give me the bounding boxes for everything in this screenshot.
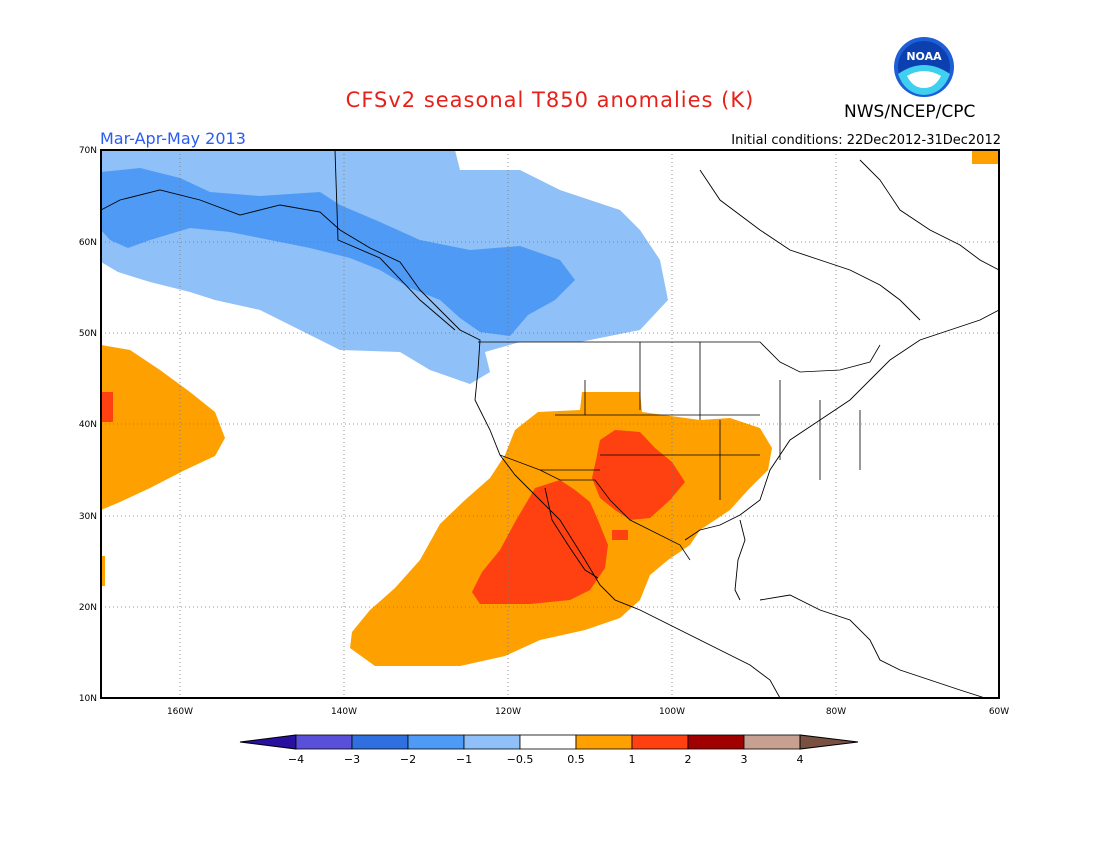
colorbar-lower-extension: [239, 734, 297, 750]
colorbar-label: −1: [456, 753, 472, 766]
negative-anomaly-region: [101, 150, 668, 384]
colorbar-label: 1: [629, 753, 636, 766]
country-borders: [478, 341, 881, 561]
season-label: Mar-Apr-May 2013: [100, 129, 246, 148]
colorbar-swatch: [407, 734, 465, 750]
lon-label-120w: 120W: [495, 707, 521, 717]
colorbar-swatch: [351, 734, 409, 750]
lat-label-60n: 60N: [79, 238, 97, 248]
initial-conditions-label: Initial conditions: 22Dec2012-31Dec2012: [731, 133, 1001, 148]
colorbar: −4 −3 −2 −1 −0.5 0.5 1 2 3 4: [239, 734, 859, 766]
colorbar-swatch: [519, 734, 577, 750]
agency-label: NWS/NCEP/CPC: [844, 102, 976, 122]
noaa-logo-icon: NOAA: [894, 37, 954, 97]
longitude-labels: 160W 140W 120W 100W 80W 60W: [167, 707, 1009, 717]
colorbar-swatch: [743, 734, 801, 750]
colorbar-label: 2: [685, 753, 692, 766]
colorbar-upper-extension: [799, 734, 859, 750]
lat-label-50n: 50N: [79, 329, 97, 339]
lon-label-100w: 100W: [659, 707, 685, 717]
graticule: [101, 150, 999, 698]
map-title: CFSv2 seasonal T850 anomalies (K): [345, 88, 755, 112]
map-frame: [100, 149, 1000, 699]
colorbar-label: 3: [741, 753, 748, 766]
colorbar-swatch: [575, 734, 633, 750]
lat-label-10n: 10N: [79, 694, 97, 704]
lat-label-40n: 40N: [79, 420, 97, 430]
colorbar-label: −2: [400, 753, 416, 766]
colorbar-label: 0.5: [567, 753, 585, 766]
lon-label-140w: 140W: [331, 707, 357, 717]
colorbar-swatch: [687, 734, 745, 750]
colorbar-swatch: [295, 734, 353, 750]
lat-label-30n: 30N: [79, 512, 97, 522]
latitude-labels: 70N 60N 50N 40N 30N 20N 10N: [79, 146, 97, 704]
positive-anomaly-region: [101, 150, 999, 666]
lon-label-160w: 160W: [167, 707, 193, 717]
lon-label-60w: 60W: [989, 707, 1009, 717]
colorbar-label: −4: [288, 753, 304, 766]
colorbar-label: 4: [797, 753, 804, 766]
colorbar-label: −3: [344, 753, 360, 766]
lat-label-70n: 70N: [79, 146, 97, 156]
logo-text: NOAA: [906, 50, 942, 63]
colorbar-swatch: [631, 734, 689, 750]
lat-label-20n: 20N: [79, 603, 97, 613]
lon-label-80w: 80W: [826, 707, 846, 717]
colorbar-swatch: [463, 734, 521, 750]
colorbar-label: −0.5: [507, 753, 534, 766]
